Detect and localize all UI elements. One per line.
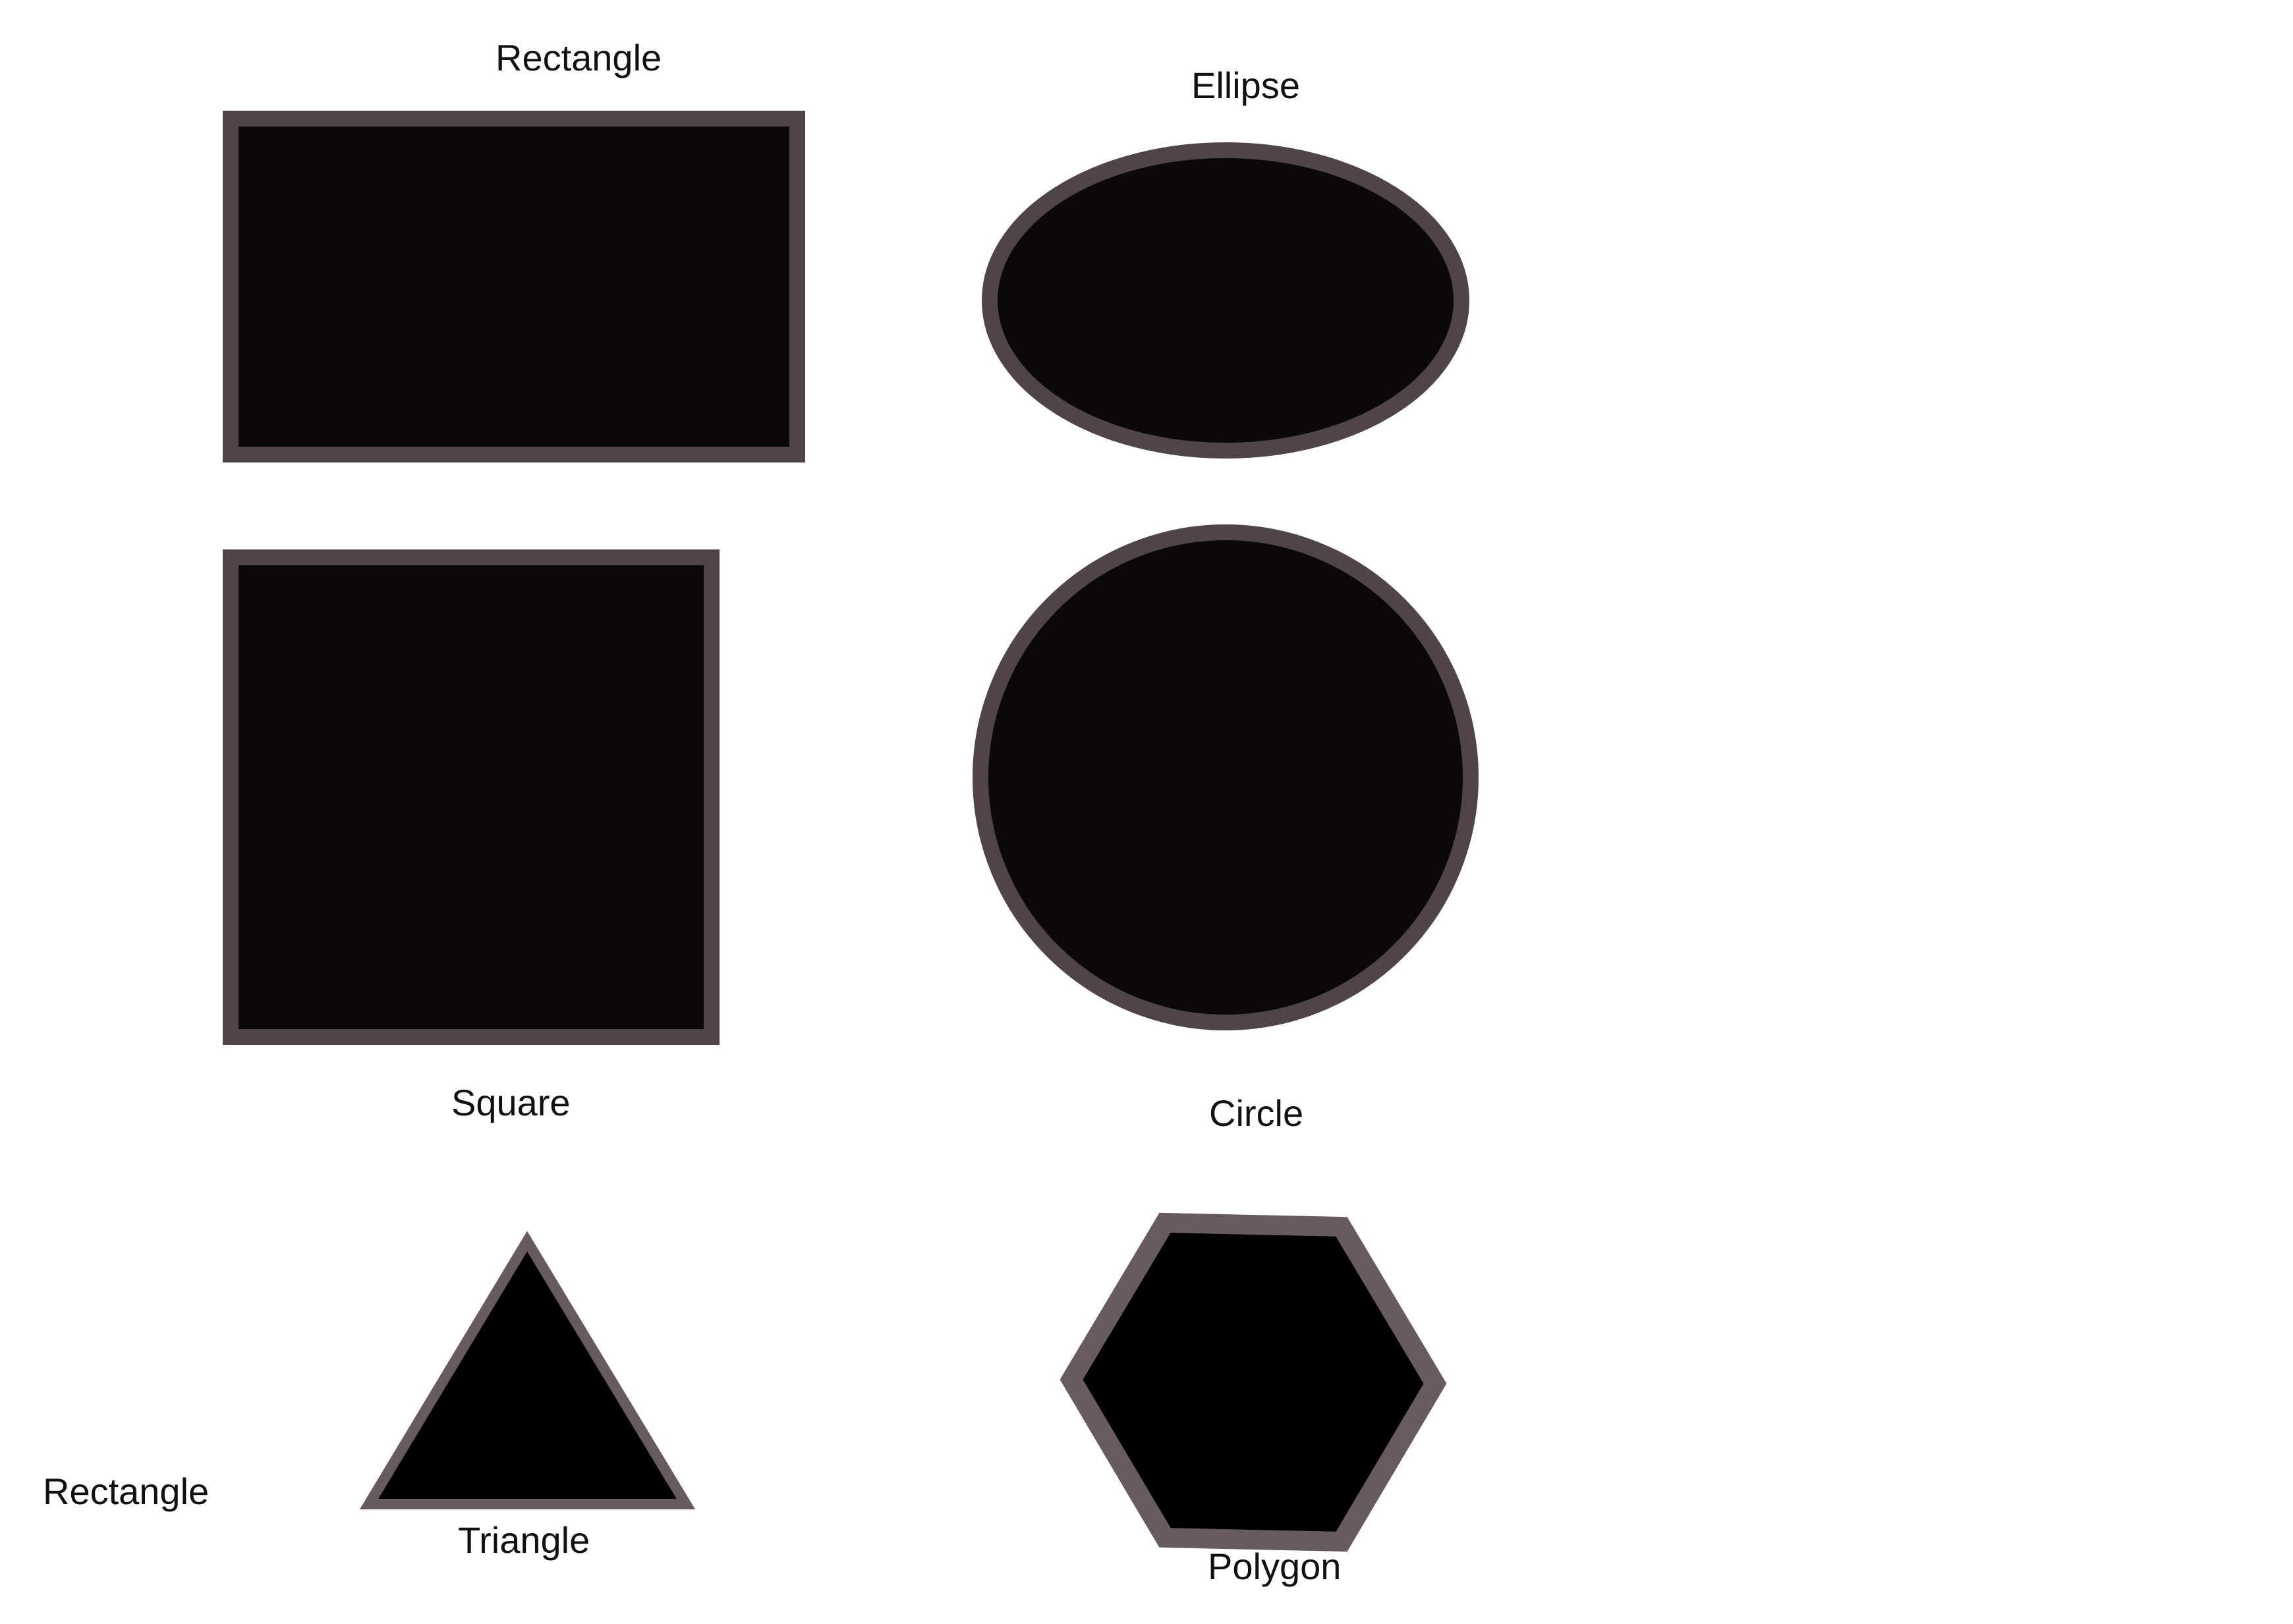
rectangle-shape [223, 111, 805, 462]
ellipse-shape [982, 142, 1469, 459]
rectangle-label: Rectangle [495, 37, 662, 78]
square-label: Square [451, 1082, 571, 1123]
rectangle-label-bottom-left: Rectangle [43, 1470, 210, 1512]
triangle-shape [359, 1231, 696, 1509]
circle-shape [973, 524, 1479, 1030]
square-shape [223, 549, 720, 1045]
circle-label: Circle [1209, 1092, 1304, 1134]
polygon-label: Polygon [1208, 1546, 1342, 1587]
ellipse-label: Ellipse [1191, 65, 1300, 106]
triangle-label: Triangle [458, 1519, 590, 1561]
polygon-shape [1060, 1212, 1447, 1552]
